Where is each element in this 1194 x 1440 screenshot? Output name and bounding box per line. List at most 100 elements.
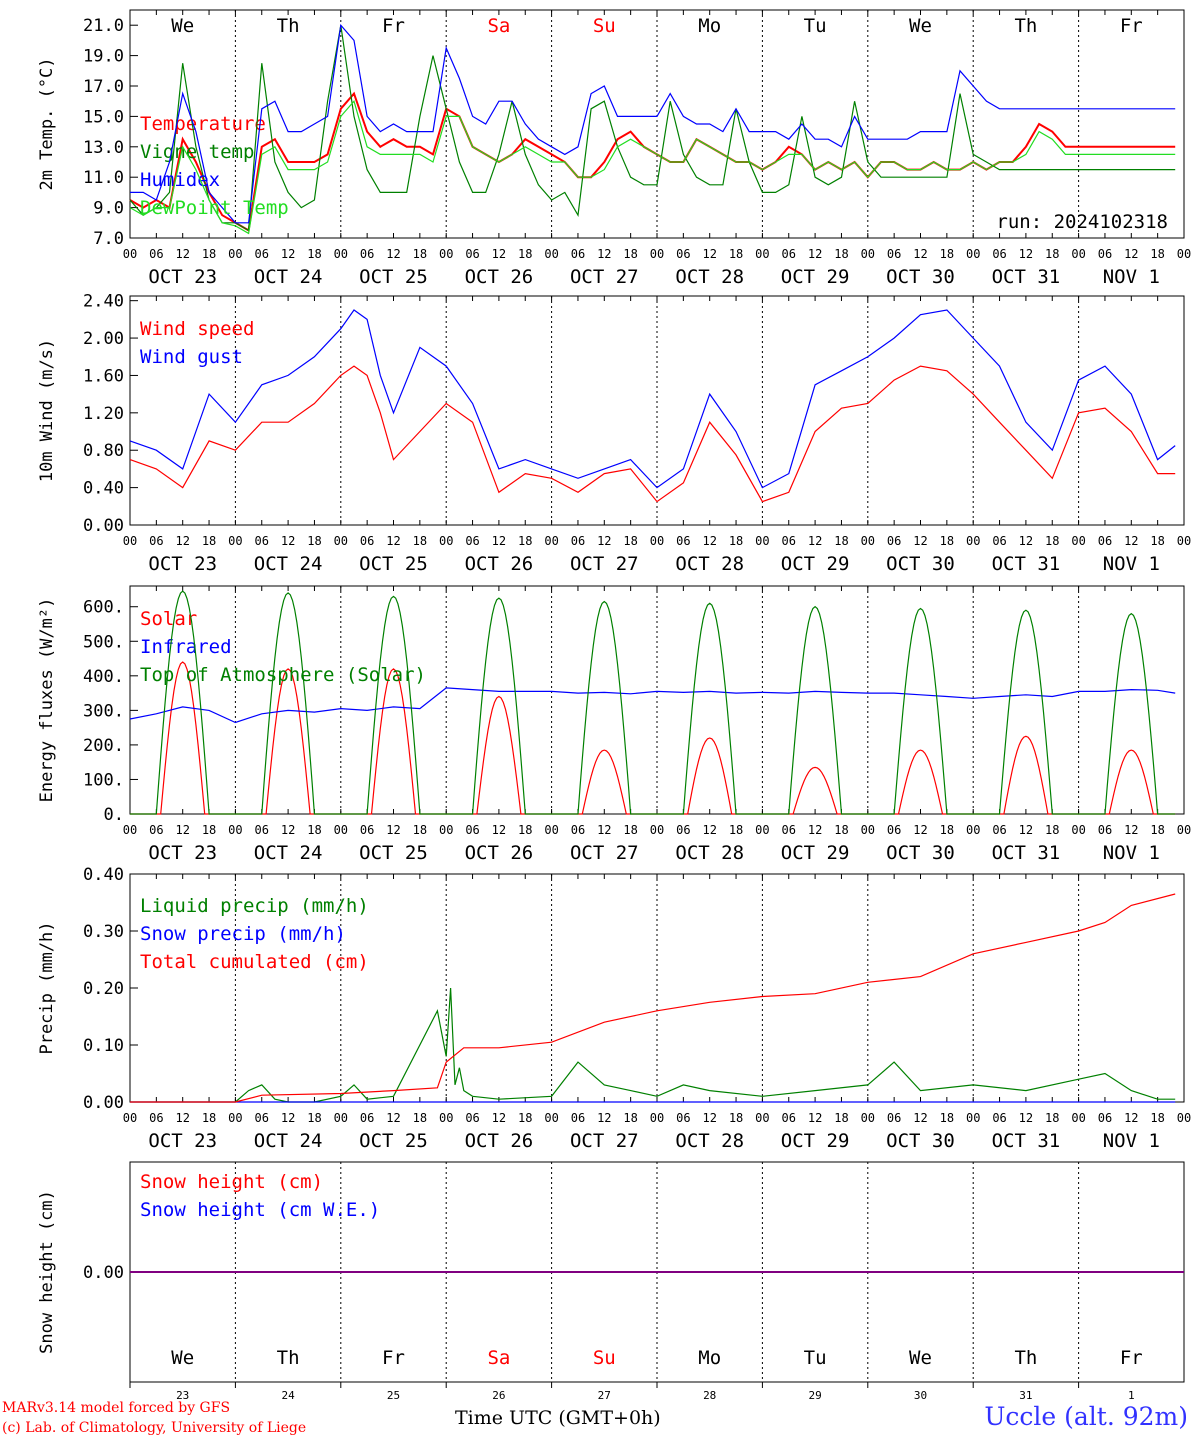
y-tick-label: 1.20 <box>83 404 124 424</box>
hour-label: 00 <box>966 1111 980 1125</box>
y-tick-label: 17.0 <box>83 77 124 97</box>
date-label: OCT 26 <box>465 553 534 575</box>
hour-label: 12 <box>913 247 927 261</box>
hour-label: 18 <box>834 1111 848 1125</box>
hour-label: 00 <box>1177 247 1191 261</box>
hour-label: 00 <box>228 823 242 837</box>
y-tick-label: 100. <box>83 770 124 790</box>
hour-label: 00 <box>755 1111 769 1125</box>
series-line-wind-speed <box>129 365 1176 503</box>
date-number: 30 <box>914 1389 927 1402</box>
hour-label: 00 <box>439 247 453 261</box>
date-label: NOV 1 <box>1103 553 1160 575</box>
hour-label: 06 <box>676 1111 690 1125</box>
y-tick-label: 0. <box>104 805 124 825</box>
hour-label: 18 <box>940 534 954 548</box>
legend-entry: Wind speed <box>140 318 254 340</box>
date-label: OCT 26 <box>465 266 534 288</box>
y-tick-label: 600. <box>83 598 124 618</box>
hour-label: 18 <box>1150 534 1164 548</box>
date-label: OCT 24 <box>254 1130 323 1152</box>
date-label: OCT 30 <box>886 266 955 288</box>
weekday-label-top: We <box>171 15 194 37</box>
y-tick-label: 1.60 <box>83 366 124 386</box>
hour-label: 18 <box>1150 823 1164 837</box>
hour-label: 12 <box>597 823 611 837</box>
date-label: OCT 28 <box>675 842 744 864</box>
panel-1-frame <box>129 295 1185 526</box>
hour-label: 12 <box>492 823 506 837</box>
copyright-credit: (c) Lab. of Climatology, University of L… <box>2 1420 307 1436</box>
hour-label: 00 <box>650 823 664 837</box>
hour-label: 12 <box>913 1111 927 1125</box>
hour-label: 12 <box>1124 1111 1138 1125</box>
hour-label: 18 <box>729 534 743 548</box>
date-number: 24 <box>281 1389 295 1402</box>
hour-label: 00 <box>228 534 242 548</box>
weekday-label-top: We <box>909 15 932 37</box>
y-tick-label: 0.20 <box>83 979 124 999</box>
legend-entry: Infrared <box>140 636 232 658</box>
hour-label: 06 <box>465 823 479 837</box>
date-label: OCT 25 <box>359 1130 428 1152</box>
hour-label: 12 <box>597 534 611 548</box>
hour-label: 06 <box>571 823 585 837</box>
date-label: OCT 31 <box>992 553 1061 575</box>
hour-label: 06 <box>465 247 479 261</box>
hour-label: 06 <box>360 247 374 261</box>
y-tick-label: 7.0 <box>93 229 124 249</box>
hour-label: 12 <box>175 1111 189 1125</box>
hour-label: 12 <box>175 823 189 837</box>
weekday-label-top: Su <box>593 15 616 37</box>
hour-label: 06 <box>1098 247 1112 261</box>
hour-label: 06 <box>149 534 163 548</box>
hour-label: 18 <box>518 823 532 837</box>
hour-label: 06 <box>149 823 163 837</box>
hour-label: 06 <box>676 823 690 837</box>
hour-label: 12 <box>492 247 506 261</box>
hour-label: 00 <box>334 247 348 261</box>
date-label: OCT 30 <box>886 842 955 864</box>
hour-label: 18 <box>307 247 321 261</box>
hour-label: 18 <box>307 534 321 548</box>
date-label: OCT 31 <box>992 266 1061 288</box>
weekday-label-top: Fr <box>1120 15 1143 37</box>
hour-label: 00 <box>544 823 558 837</box>
hour-label: 00 <box>755 534 769 548</box>
hour-label: 00 <box>861 534 875 548</box>
hour-label: 18 <box>413 534 427 548</box>
hour-label: 06 <box>782 247 796 261</box>
hour-label: 00 <box>755 823 769 837</box>
date-label: OCT 30 <box>886 1130 955 1152</box>
y-tick-label: 200. <box>83 736 124 756</box>
hour-label: 18 <box>1045 823 1059 837</box>
hour-label: 06 <box>360 823 374 837</box>
hour-label: 12 <box>386 823 400 837</box>
date-number: 23 <box>176 1389 189 1402</box>
hour-label: 18 <box>307 1111 321 1125</box>
hour-label: 18 <box>940 823 954 837</box>
date-label: OCT 23 <box>148 1130 217 1152</box>
date-label: OCT 27 <box>570 266 639 288</box>
hour-label: 06 <box>255 247 269 261</box>
weekday-label-top: Fr <box>382 15 405 37</box>
hour-label: 18 <box>940 247 954 261</box>
series-line-dewpoint-temp <box>129 99 1176 235</box>
legend-entry: Wind gust <box>140 346 243 368</box>
hour-label: 18 <box>1045 247 1059 261</box>
legend-entry: Snow height (cm) <box>140 1171 323 1193</box>
hour-label: 00 <box>861 1111 875 1125</box>
weekday-label-top: Th <box>277 15 300 37</box>
weekday-label-bottom: Fr <box>382 1347 405 1369</box>
hour-label: 00 <box>228 1111 242 1125</box>
hour-label: 06 <box>782 823 796 837</box>
hour-label: 06 <box>992 247 1006 261</box>
date-label: OCT 28 <box>675 553 744 575</box>
hour-label: 06 <box>992 823 1006 837</box>
date-label: OCT 28 <box>675 1130 744 1152</box>
legend-entry: Snow precip (mm/h) <box>140 923 346 945</box>
weekday-label-top: Sa <box>487 15 510 37</box>
date-number: 26 <box>492 1389 505 1402</box>
hour-label: 12 <box>702 534 716 548</box>
